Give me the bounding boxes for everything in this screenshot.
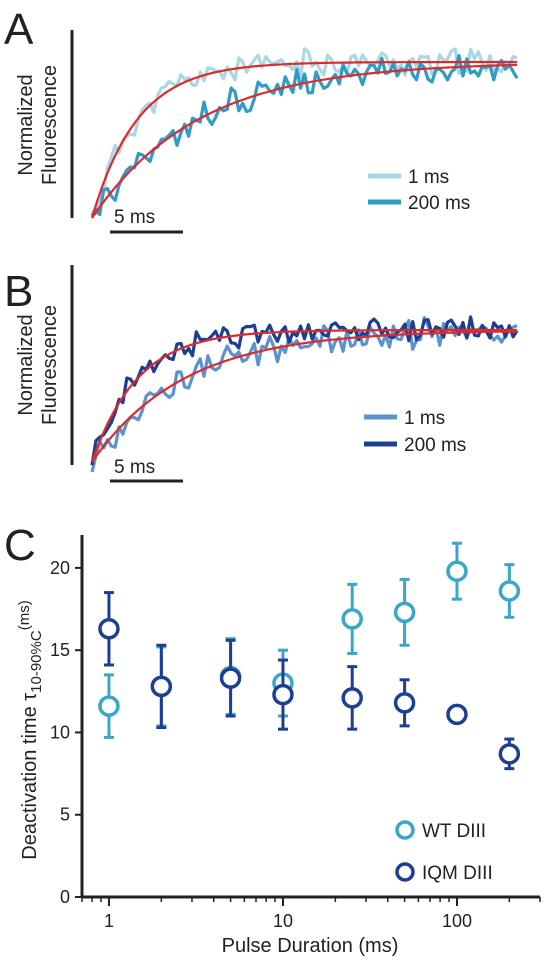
- data-point-wt-diii: [341, 608, 363, 630]
- legend-marker-wt: [395, 820, 415, 840]
- legend-label-wt: WT DIII: [422, 821, 486, 842]
- data-point-iqm-diii: [446, 703, 468, 726]
- data-point-wt-diii: [446, 560, 468, 582]
- panel-c-points: [98, 541, 521, 771]
- data-point-iqm-diii: [150, 675, 173, 698]
- panel-c-ylabel-sub: 10-90%C: [28, 630, 45, 693]
- svg-text:Deactivation time τ10-90%C(ms): Deactivation time τ10-90%C(ms): [16, 600, 45, 859]
- fit-curve-1ms: [91, 330, 518, 463]
- panel-letter-c: C: [4, 521, 36, 570]
- panel-a-ylabel-line1: Normalized: [15, 74, 37, 175]
- panel-letter-a: A: [4, 5, 34, 54]
- x-tick-label: 10: [273, 911, 293, 931]
- trace-200ms: [90, 54, 519, 217]
- panel-b-ylabel-line2: Fluorescence: [39, 305, 61, 425]
- legend-label-b-1ms: 1 ms: [404, 408, 445, 429]
- data-point-iqm-diii: [272, 683, 294, 706]
- panel-a-scale-bar-label: 5 ms: [114, 207, 155, 228]
- fit-curve-200ms: [91, 63, 518, 219]
- panel-b-traces: [90, 315, 519, 473]
- x-tick-label: 1: [104, 911, 114, 931]
- y-tick-label: 20: [50, 558, 70, 578]
- panel-c-ylabel: Deactivation time τ10-90%C(ms): [16, 600, 45, 859]
- y-tick-label: 5: [60, 805, 70, 825]
- panel-b-scale-bar-label: 5 ms: [114, 457, 155, 478]
- data-point-iqm-diii: [498, 743, 521, 765]
- data-point-wt-diii: [98, 695, 120, 717]
- panel-b-ylabel-line1: Normalized: [15, 314, 37, 415]
- panel-c-ylabel-unit: (ms): [16, 600, 33, 630]
- data-point-iqm-diii: [341, 687, 363, 709]
- data-point-iqm-diii: [98, 618, 120, 640]
- panel-c-xlabel: Pulse Duration (ms): [222, 935, 399, 957]
- legend-label-a-1ms: 1 ms: [408, 167, 449, 188]
- x-tick-label: 100: [442, 911, 472, 931]
- data-point-wt-diii: [393, 601, 416, 624]
- panel-c-ylabel-main: Deactivation time τ: [19, 693, 41, 860]
- trace-1ms: [90, 47, 518, 216]
- panel-c: C 0 5 10 15 20 1 10 100 Pulse Duration (ms) Dea…: [4, 521, 541, 957]
- panel-c-axes: 0 5 10 15 20 1 10 100: [50, 535, 541, 931]
- legend-label-b-200ms: 200 ms: [404, 435, 466, 456]
- data-point-wt-diii: [498, 580, 521, 602]
- y-tick-label: 15: [50, 640, 70, 660]
- y-tick-label: 0: [60, 887, 70, 907]
- panel-a-ylabel-line2: Fluorescence: [39, 65, 61, 185]
- panel-a-traces: [90, 47, 519, 219]
- fit-curve-200ms: [90, 328, 517, 463]
- panel-a: A Normalized Fluorescence 5 ms 1 ms 200 …: [4, 5, 519, 234]
- legend-label-a-200ms: 200 ms: [408, 193, 470, 214]
- panel-letter-b: B: [4, 267, 33, 316]
- legend-marker-iqm: [395, 862, 415, 882]
- data-point-iqm-diii: [219, 667, 242, 689]
- panel-b: B Normalized Fluorescence 5 ms 1 ms 200 …: [4, 265, 519, 483]
- y-tick-label: 10: [50, 722, 70, 742]
- fit-curve-1ms: [90, 60, 517, 219]
- data-point-iqm-diii: [393, 692, 416, 714]
- legend-label-iqm: IQM DIII: [422, 863, 493, 884]
